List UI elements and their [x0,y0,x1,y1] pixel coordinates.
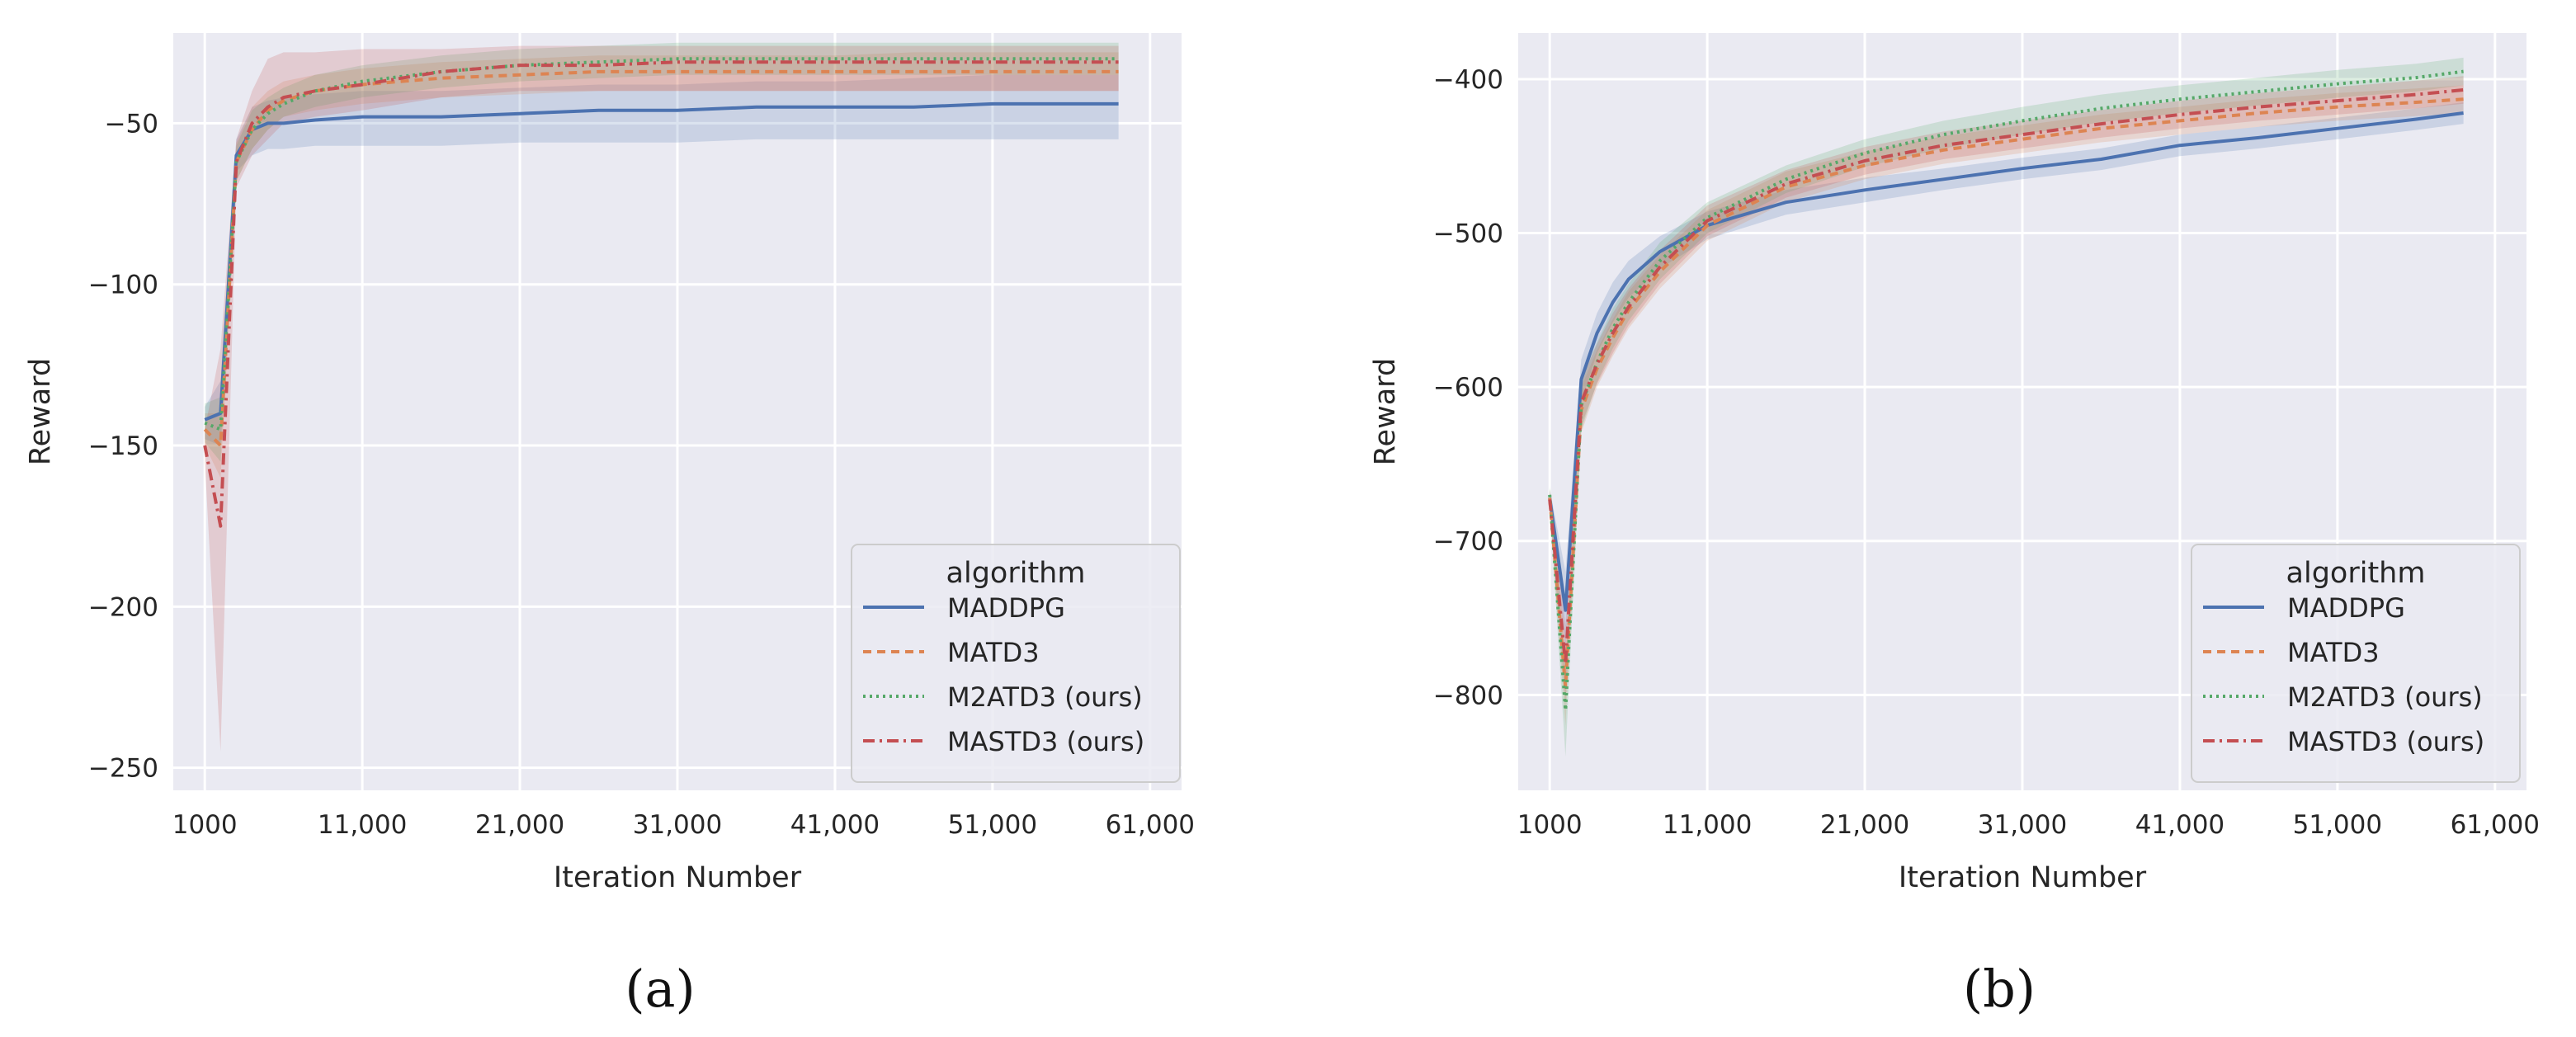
y-tick-label: −200 [88,592,158,622]
tick-labels-a: 1000 11,000 21,000 31,000 41,000 51,000 61,000… [88,109,1195,840]
series-line-mastd3-ours [1548,88,2464,666]
x-tick-label: 11,000 [1663,810,1752,840]
series-line-maddpg [1548,111,2464,612]
legend-items-a: MADDPG MATD3 M2ATD3 (ours) MASTD3 (ours) [863,592,1144,757]
x-tick-label: 31,000 [633,810,722,840]
legend-label-maddpg: MADDPG [947,592,1065,624]
x-tick-label: 51,000 [948,810,1037,840]
y-axis-label-a: Reward [24,358,57,465]
gridlines-a [173,33,1182,790]
legend-label-mastd3-ours: MASTD3 (ours) [2287,726,2484,757]
legend-frame-b [2191,544,2521,783]
legend-label-mastd3-ours: MASTD3 (ours) [947,726,1144,757]
legend-a: algorithm MADDPG MATD3 M2ATD3 (ours) MASTD3… [851,544,1181,783]
y-tick-label: −400 [1433,65,1503,95]
series-line-matd3 [203,69,1119,447]
x-tick-label: 31,000 [1978,810,2067,840]
y-axis-label-b: Reward [1369,358,1402,465]
y-tick-label: −50 [105,109,158,139]
x-tick-label: 41,000 [790,810,880,840]
legend-label-m2atd3-ours: M2ATD3 (ours) [947,681,1143,713]
legend-title-b: algorithm [2286,557,2426,590]
y-tick-label: −700 [1433,527,1503,557]
band-mastd3-ours [205,45,1119,752]
legend-frame-a [851,544,1181,783]
x-axis-label-a: Iteration Number [554,861,802,894]
y-tick-label: −800 [1433,681,1503,710]
series-line-m2atd3-ours [1548,69,2464,712]
x-tick-label: 61,000 [2451,810,2540,840]
panel-caption-b: (b) [1963,959,2036,1019]
panel-caption-a: (a) [625,959,695,1019]
band-m2atd3-ours [205,42,1119,462]
tick-labels-b: 1000 11,000 21,000 31,000 41,000 51,000 61,000… [1433,65,2540,840]
legend-label-matd3: MATD3 [2287,637,2380,668]
x-tick-label: 1000 [172,810,238,840]
series-lines-b [1548,69,2464,712]
y-tick-label: −100 [88,271,158,300]
y-tick-label: −150 [88,431,158,461]
legend-items-b: MADDPG MATD3 M2ATD3 (ours) MASTD3 (ours) [2203,592,2484,757]
x-tick-label: 21,000 [475,810,564,840]
x-axis-label-b: Iteration Number [1899,861,2147,894]
legend-b: algorithm MADDPG MATD3 M2ATD3 (ours) MASTD3… [2191,544,2521,783]
x-tick-label: 1000 [1517,810,1583,840]
x-tick-label: 61,000 [1106,810,1195,840]
legend-label-maddpg: MADDPG [2287,592,2405,624]
x-tick-label: 51,000 [2293,810,2382,840]
chart-panel-a: 1000 11,000 21,000 31,000 41,000 51,000 61,000… [24,33,1195,1019]
confidence-bands-a [205,42,1119,752]
series-line-mastd3-ours [203,60,1119,528]
x-tick-label: 11,000 [318,810,407,840]
x-tick-label: 21,000 [1820,810,1909,840]
x-tick-label: 41,000 [2135,810,2225,840]
y-tick-label: −600 [1433,373,1503,403]
legend-label-m2atd3-ours: M2ATD3 (ours) [2287,681,2483,713]
band-maddpg [205,74,1119,446]
band-matd3 [205,52,1119,478]
series-lines-a [203,57,1119,528]
y-tick-label: −500 [1433,219,1503,249]
legend-label-matd3: MATD3 [947,637,1040,668]
y-tick-label: −250 [88,754,158,784]
legend-title-a: algorithm [946,557,1086,590]
chart-panel-b: 1000 11,000 21,000 31,000 41,000 51,000 61,000… [1369,33,2540,1019]
